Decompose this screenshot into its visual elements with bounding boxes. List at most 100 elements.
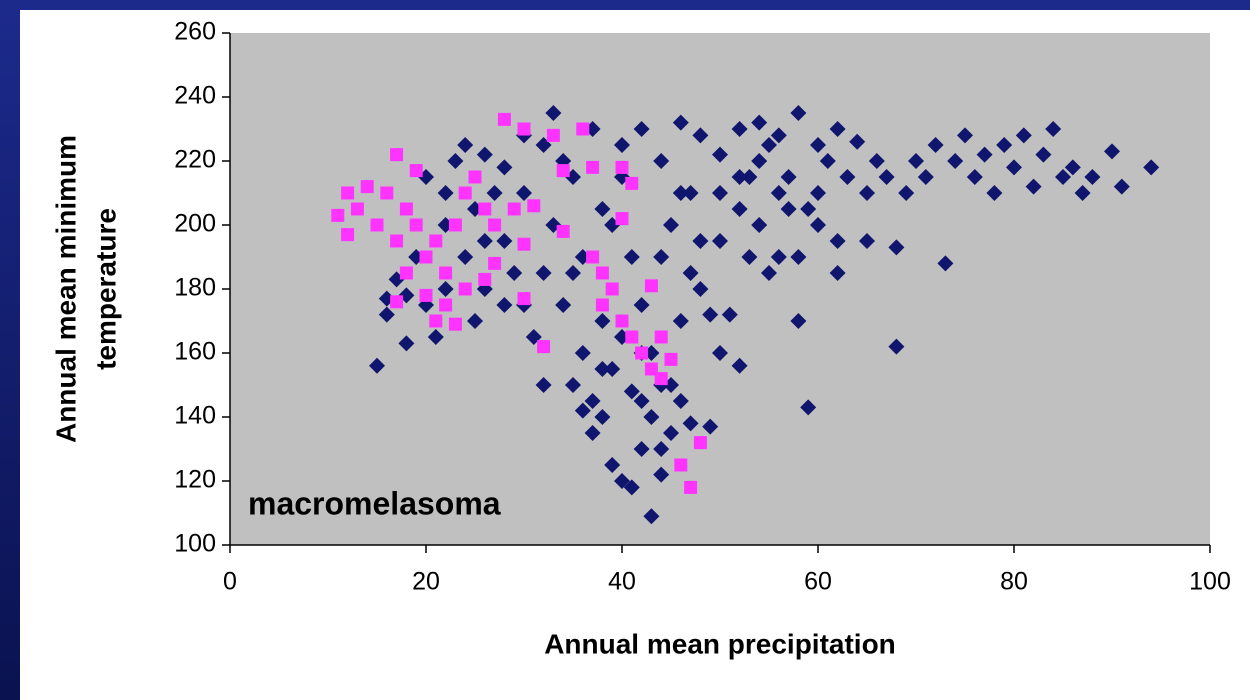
data-point <box>574 402 591 419</box>
data-point <box>693 436 707 450</box>
data-point <box>517 237 531 251</box>
data-point <box>937 255 954 272</box>
data-point <box>682 185 699 201</box>
data-point <box>457 137 474 153</box>
data-point <box>868 153 885 169</box>
data-point <box>478 202 492 216</box>
data-point <box>721 306 738 323</box>
data-point <box>476 146 493 163</box>
data-point <box>369 357 385 374</box>
data-point <box>594 409 611 425</box>
data-point <box>437 281 454 297</box>
data-point <box>594 361 611 377</box>
annotation: macromelasoma <box>248 485 501 521</box>
data-point <box>370 218 384 232</box>
data-point <box>692 233 709 249</box>
data-point <box>908 153 924 169</box>
data-point <box>770 127 787 144</box>
data-point <box>535 377 552 393</box>
data-point <box>615 314 629 328</box>
data-point <box>761 265 777 281</box>
x-tick-label: 80 <box>1000 568 1028 596</box>
data-point <box>888 239 905 256</box>
data-point <box>761 137 777 153</box>
data-point <box>623 479 640 496</box>
data-point <box>458 186 472 200</box>
data-point <box>878 169 895 185</box>
data-point <box>633 441 650 457</box>
data-point <box>429 234 443 248</box>
data-point <box>419 250 433 264</box>
data-point <box>692 127 709 144</box>
y-tick-label: 220 <box>174 146 216 174</box>
data-point <box>859 233 875 249</box>
data-point <box>917 169 934 185</box>
data-point <box>1104 143 1120 160</box>
data-point <box>448 218 462 232</box>
data-point <box>1064 159 1081 176</box>
data-point <box>488 256 502 270</box>
data-point <box>682 415 699 432</box>
data-point <box>1055 169 1071 185</box>
data-point <box>1084 169 1101 185</box>
data-point <box>712 345 728 361</box>
data-point <box>468 170 482 184</box>
data-point <box>458 282 472 296</box>
data-point <box>810 217 826 233</box>
data-point <box>702 306 719 323</box>
data-point <box>556 224 570 238</box>
data-point <box>517 122 531 136</box>
data-point <box>712 233 728 249</box>
data-point <box>663 425 679 441</box>
x-tick-label: 40 <box>608 568 636 596</box>
data-point <box>780 169 797 185</box>
x-tick-label: 20 <box>412 568 440 596</box>
data-point <box>409 164 423 178</box>
data-point <box>496 159 513 176</box>
data-point <box>615 212 629 226</box>
data-point <box>770 185 787 201</box>
data-point <box>496 297 513 313</box>
data-point <box>409 218 423 232</box>
data-point <box>633 393 650 409</box>
data-point <box>586 250 600 264</box>
data-point <box>399 202 413 216</box>
data-point <box>654 330 668 344</box>
x-tick-label: 60 <box>804 568 832 596</box>
y-axis-title: Annual mean minimum <box>50 135 81 443</box>
data-point <box>615 160 629 174</box>
data-point <box>635 346 649 360</box>
data-point <box>829 265 846 281</box>
data-point <box>643 409 660 425</box>
data-point <box>653 466 670 483</box>
data-point <box>584 425 601 441</box>
data-point <box>800 201 817 217</box>
data-point <box>996 137 1013 153</box>
data-point <box>496 233 513 249</box>
data-point <box>1045 121 1062 137</box>
data-point <box>614 137 630 153</box>
data-point <box>448 317 462 331</box>
data-point <box>341 186 355 200</box>
data-point <box>467 313 483 329</box>
data-point <box>927 137 944 153</box>
data-point <box>565 265 581 281</box>
data-point <box>790 249 807 265</box>
data-point <box>682 265 699 281</box>
data-point <box>447 153 464 169</box>
data-point <box>684 480 698 494</box>
y-axis-title: temperature <box>90 208 121 370</box>
data-point <box>331 208 345 222</box>
data-point <box>623 383 640 400</box>
data-point <box>390 295 404 309</box>
x-axis-title: Annual mean precipitation <box>544 628 896 659</box>
data-point <box>672 114 689 131</box>
x-tick-label: 0 <box>223 568 237 596</box>
data-point <box>378 306 395 323</box>
data-point <box>535 265 552 281</box>
data-point <box>476 233 493 249</box>
y-tick-label: 260 <box>174 18 216 46</box>
data-point <box>399 266 413 280</box>
data-point <box>751 217 768 233</box>
